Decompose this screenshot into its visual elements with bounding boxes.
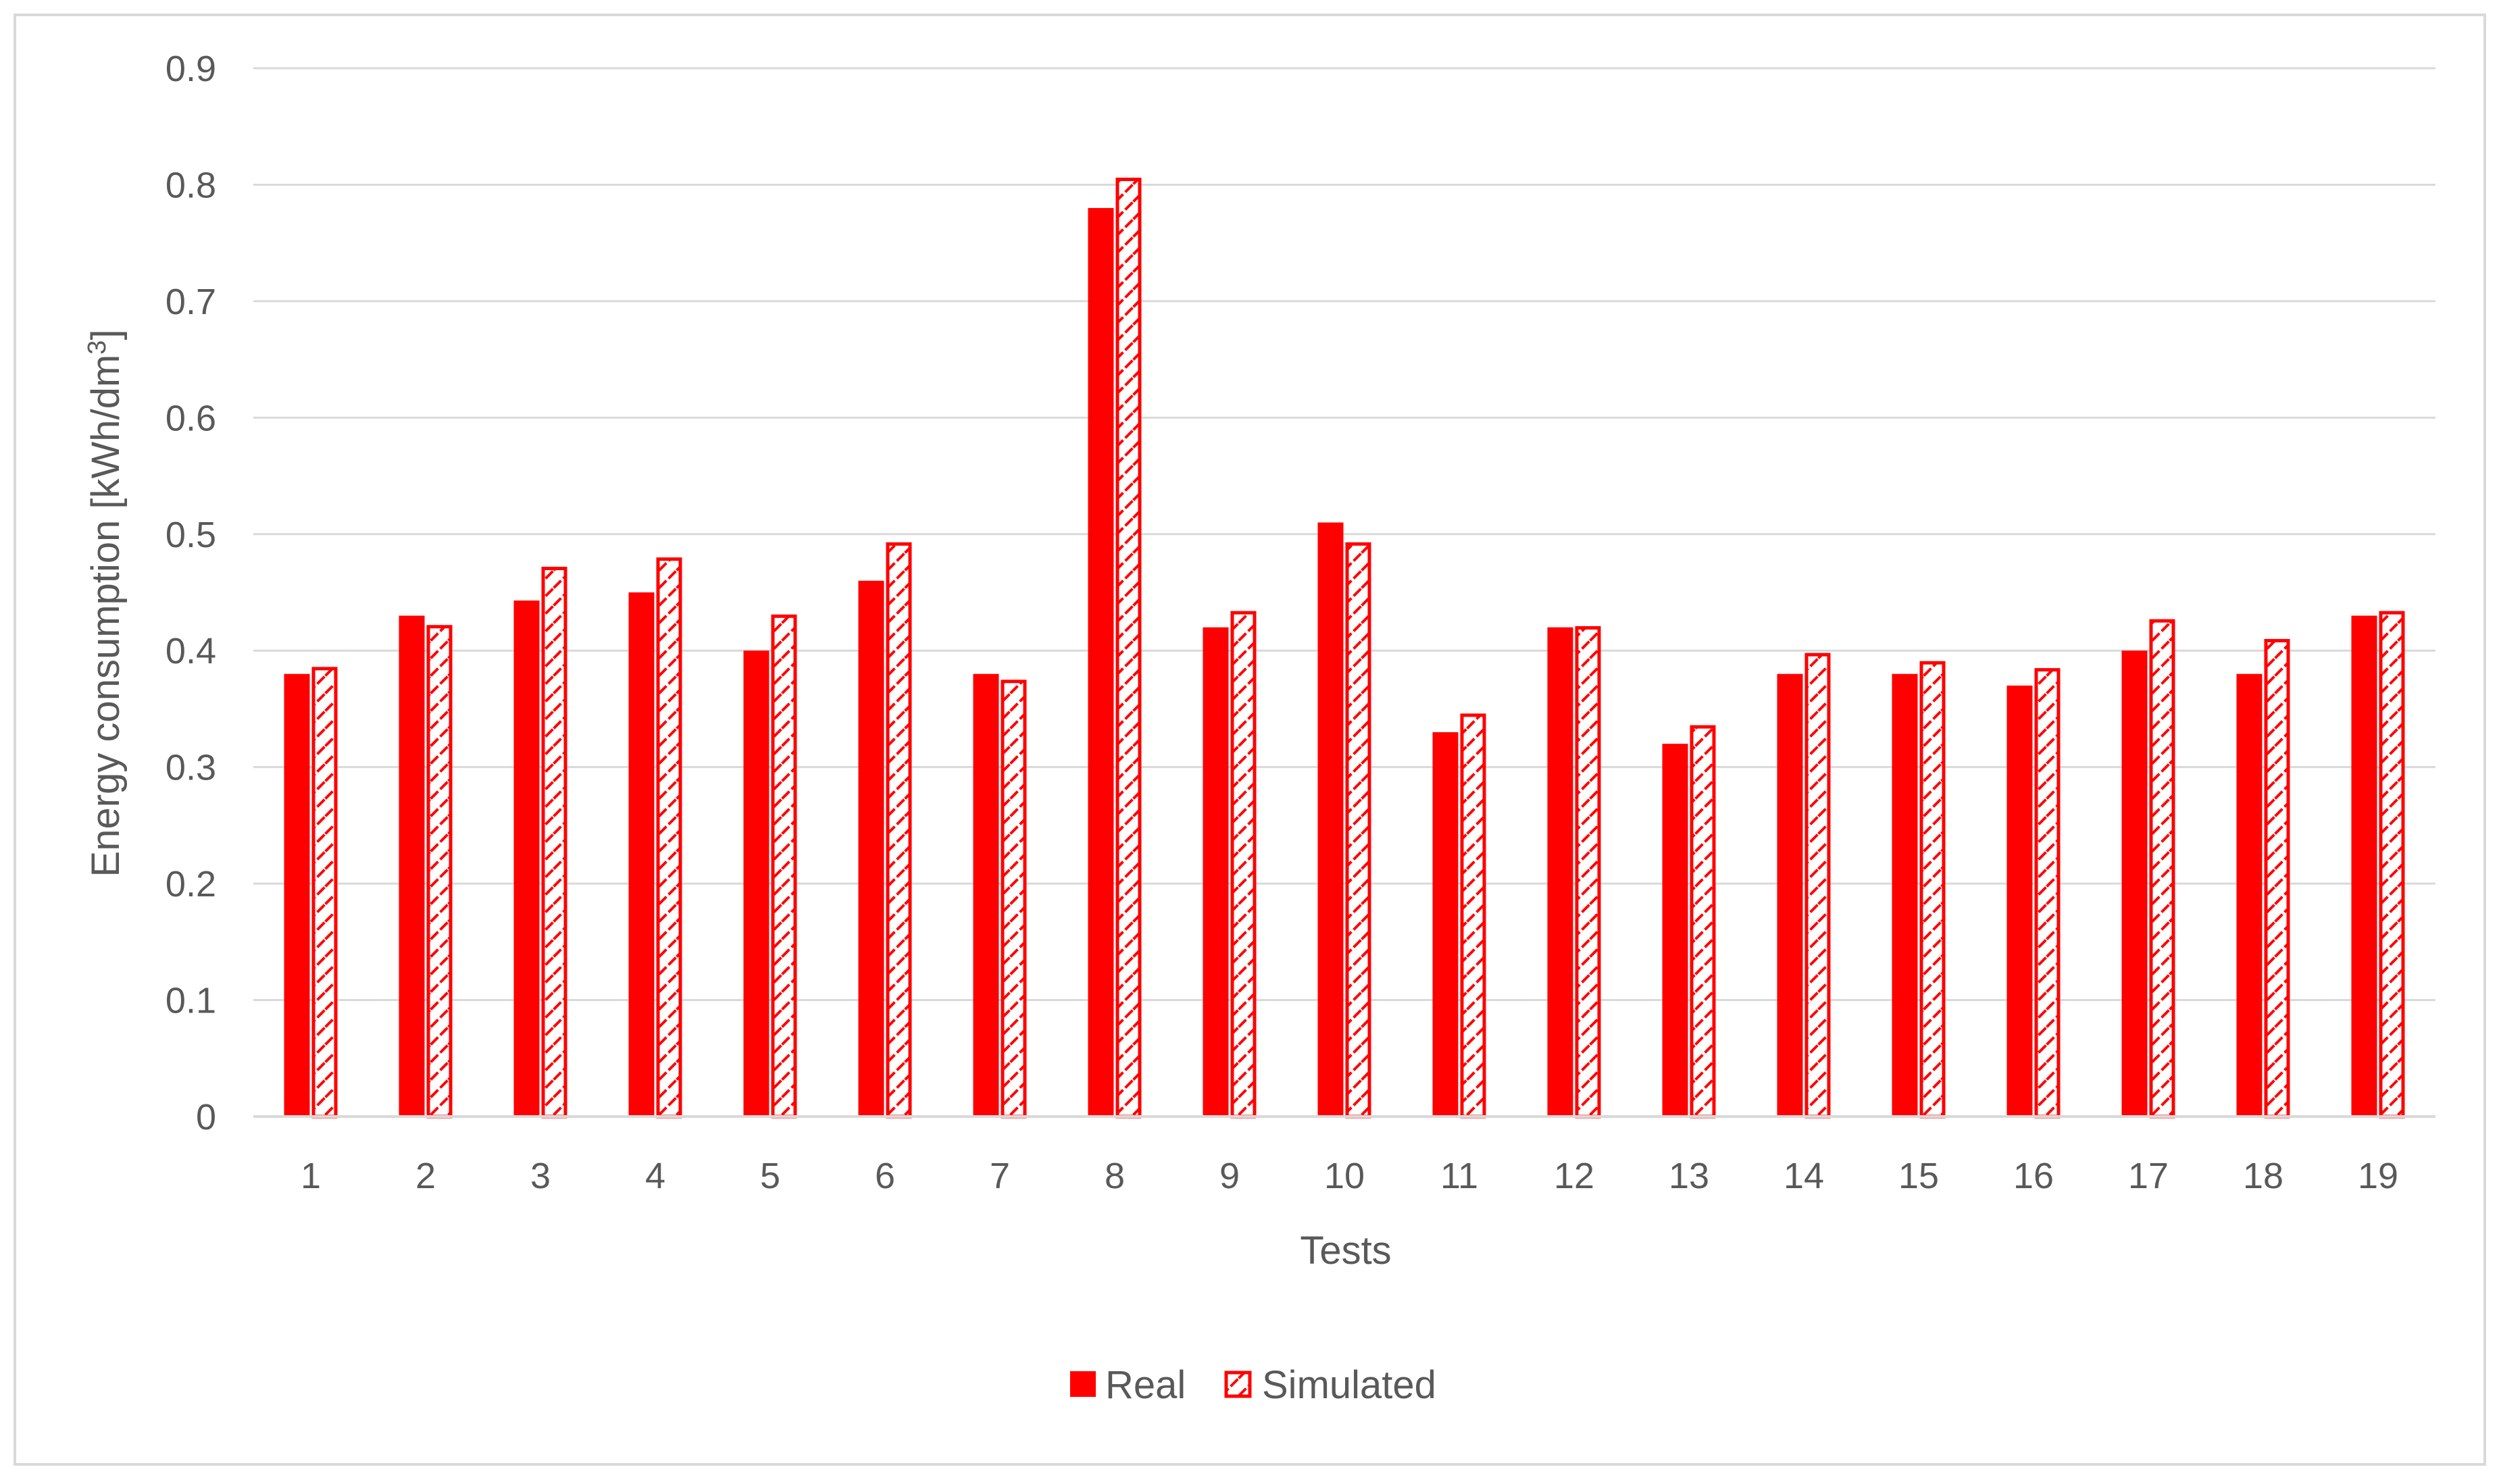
y-axis-title-superscript: 3 (83, 340, 111, 355)
x-tick-label: 14 (1784, 1156, 1824, 1196)
x-tick-label: 7 (990, 1156, 1010, 1196)
y-tick-labels: 0 0.1 0.2 0.3 0.4 0.5 0.6 0.7 0.8 0.9 (166, 49, 216, 1137)
bar-real-15 (1892, 673, 1918, 1117)
y-tick-label: 0.1 (166, 981, 216, 1021)
y-tick-label: 0.8 (166, 165, 216, 205)
x-tick-label: 9 (1219, 1156, 1240, 1196)
y-axis-title: Energy consumption [kWh/dm3] (83, 330, 128, 877)
legend-item-simulated: Simulated (1224, 1363, 1436, 1407)
y-tick-label: 0.2 (166, 864, 216, 904)
bar-real-2 (399, 615, 425, 1117)
x-tick-label: 8 (1105, 1156, 1125, 1196)
bar-simulated-5 (771, 614, 797, 1119)
x-tick-label: 3 (530, 1156, 551, 1196)
bar-simulated-2 (426, 625, 453, 1119)
y-tick-label: 0.7 (166, 282, 216, 322)
x-tick-label: 2 (415, 1156, 436, 1196)
x-tick-label: 5 (760, 1156, 780, 1196)
bar-real-8 (1088, 207, 1114, 1117)
bar-real-13 (1662, 744, 1688, 1117)
x-tick-label: 17 (2128, 1156, 2169, 1196)
bar-real-18 (2236, 673, 2263, 1117)
x-tick-label: 19 (2358, 1156, 2398, 1196)
bars (284, 178, 2405, 1119)
bar-real-1 (284, 673, 310, 1117)
bar-simulated-14 (1804, 653, 1831, 1119)
legend-label-real: Real (1105, 1363, 1186, 1407)
bar-real-17 (2121, 650, 2148, 1117)
legend: Real Simulated (1070, 1363, 1436, 1407)
y-tick-label: 0.9 (166, 49, 216, 89)
bar-simulated-19 (2379, 611, 2405, 1119)
y-axis-title-main: Energy consumption [kWh/dm (84, 355, 128, 877)
bar-simulated-4 (656, 557, 682, 1119)
x-tick-label: 4 (645, 1156, 665, 1196)
bar-real-11 (1432, 732, 1459, 1117)
bar-simulated-12 (1575, 626, 1601, 1119)
bar-real-14 (1777, 673, 1803, 1117)
y-axis-title-end: ] (84, 330, 128, 340)
bar-real-5 (743, 650, 769, 1117)
bar-simulated-9 (1230, 611, 1257, 1119)
x-tick-label: 15 (1898, 1156, 1939, 1196)
bar-simulated-6 (886, 542, 912, 1119)
x-axis-title: Tests (1300, 1229, 1391, 1273)
x-tick-label: 11 (1440, 1156, 1478, 1196)
x-tick-label: 13 (1669, 1156, 1709, 1196)
x-tick-label: 10 (1324, 1156, 1365, 1196)
bar-simulated-7 (1001, 680, 1027, 1119)
bar-simulated-17 (2149, 619, 2175, 1119)
bar-simulated-10 (1345, 542, 1371, 1119)
y-tick-label: 0.4 (166, 631, 216, 671)
x-tick-label: 12 (1554, 1156, 1594, 1196)
bar-real-12 (1547, 627, 1573, 1117)
bar-real-16 (2006, 685, 2033, 1117)
legend-item-real: Real (1070, 1363, 1186, 1407)
legend-label-simulated: Simulated (1262, 1363, 1436, 1407)
bar-simulated-15 (1919, 661, 1946, 1119)
bar-real-10 (1317, 522, 1344, 1117)
bar-real-6 (858, 580, 884, 1117)
x-tick-label: 16 (2013, 1156, 2054, 1196)
legend-swatch-simulated (1224, 1371, 1252, 1398)
legend-swatch-real (1070, 1371, 1096, 1397)
bar-real-7 (973, 673, 999, 1117)
y-tick-label: 0.6 (166, 398, 216, 438)
bar-real-3 (513, 600, 540, 1117)
gridlines (253, 67, 2435, 1002)
y-tick-label: 0.5 (166, 515, 216, 555)
y-tick-label: 0 (196, 1097, 216, 1137)
bar-real-9 (1203, 627, 1229, 1117)
y-tick-label: 0.3 (166, 748, 216, 788)
x-tick-label: 1 (301, 1156, 321, 1196)
x-tick-label: 18 (2243, 1156, 2283, 1196)
bar-simulated-3 (541, 567, 567, 1119)
bar-simulated-16 (2034, 668, 2061, 1119)
x-tick-label: 6 (875, 1156, 895, 1196)
bar-simulated-11 (1460, 713, 1486, 1119)
bar-simulated-18 (2264, 638, 2290, 1119)
bar-simulated-13 (1690, 725, 1716, 1119)
bar-simulated-1 (311, 667, 338, 1119)
x-tick-labels: 1 2 3 4 5 6 7 8 9 10 11 12 13 14 15 16 17 18 19 (301, 1156, 2398, 1196)
bar-real-19 (2351, 615, 2377, 1117)
bar-simulated-8 (1115, 178, 1142, 1119)
bar-real-4 (628, 592, 655, 1117)
